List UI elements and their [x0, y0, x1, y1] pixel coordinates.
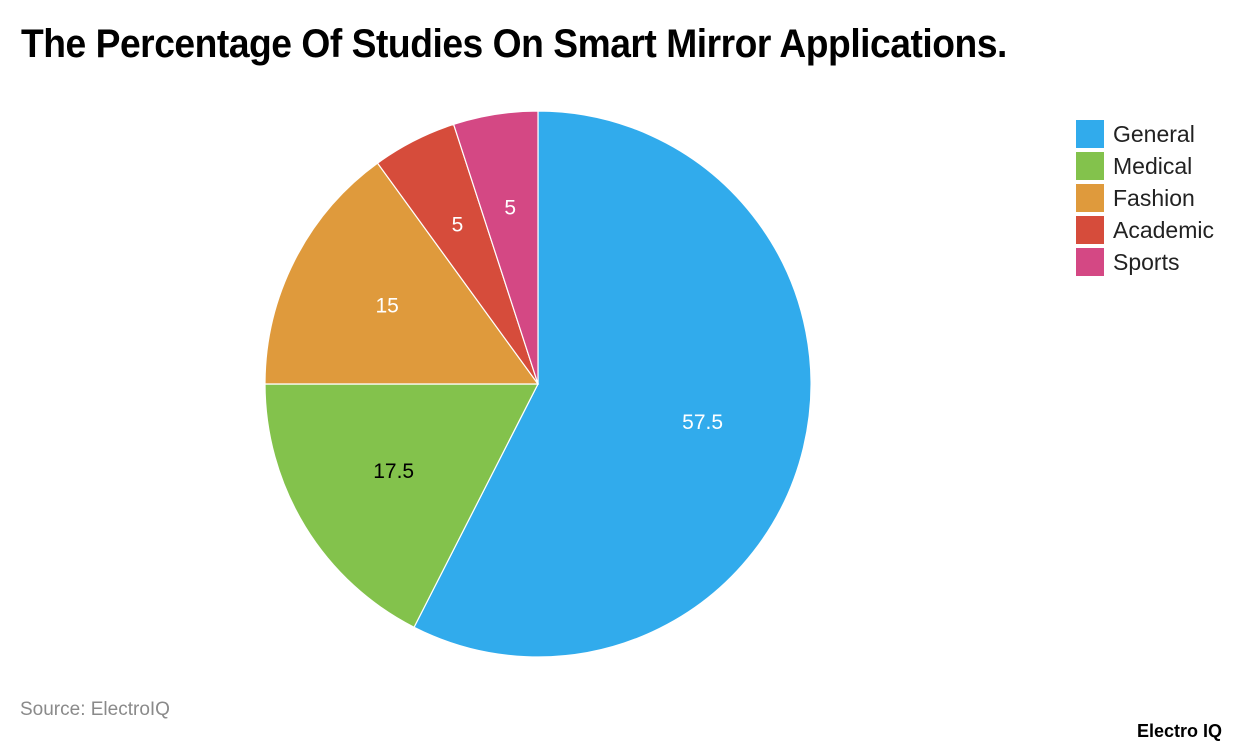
pie-slice-medical	[264, 383, 539, 629]
legend-label: Medical	[1113, 152, 1193, 179]
legend-swatch	[1076, 216, 1104, 244]
slice-value-label: 57.5	[682, 411, 723, 434]
legend-item-sports: Sports	[1076, 246, 1214, 278]
legend-item-medical: Medical	[1076, 150, 1214, 182]
legend: General Medical Fashion Academic Sports	[1076, 118, 1214, 278]
legend-label: Academic	[1113, 216, 1214, 243]
slice-value-label: 17.5	[373, 460, 414, 483]
legend-item-general: General	[1076, 118, 1214, 150]
slice-value-label: 5	[452, 213, 464, 236]
slice-value-label: 5	[504, 196, 516, 219]
chart-title: The Percentage Of Studies On Smart Mirro…	[21, 22, 1007, 66]
brand-logo: Electro IQ	[1136, 721, 1222, 741]
source-note: Source: ElectroIQ	[20, 699, 170, 720]
pie-slice-general	[413, 110, 812, 658]
pie-slice-sports	[452, 110, 539, 385]
legend-label: Sports	[1113, 248, 1180, 275]
legend-swatch	[1076, 152, 1104, 180]
slice-value-label: 15	[376, 295, 399, 318]
legend-swatch	[1076, 184, 1104, 212]
legend-label: General	[1113, 120, 1195, 147]
legend-swatch	[1076, 120, 1104, 148]
legend-label: Fashion	[1113, 184, 1195, 211]
pie-slice-fashion	[264, 162, 540, 385]
legend-swatch	[1076, 248, 1104, 276]
legend-item-fashion: Fashion	[1076, 182, 1214, 214]
legend-item-academic: Academic	[1076, 214, 1214, 246]
